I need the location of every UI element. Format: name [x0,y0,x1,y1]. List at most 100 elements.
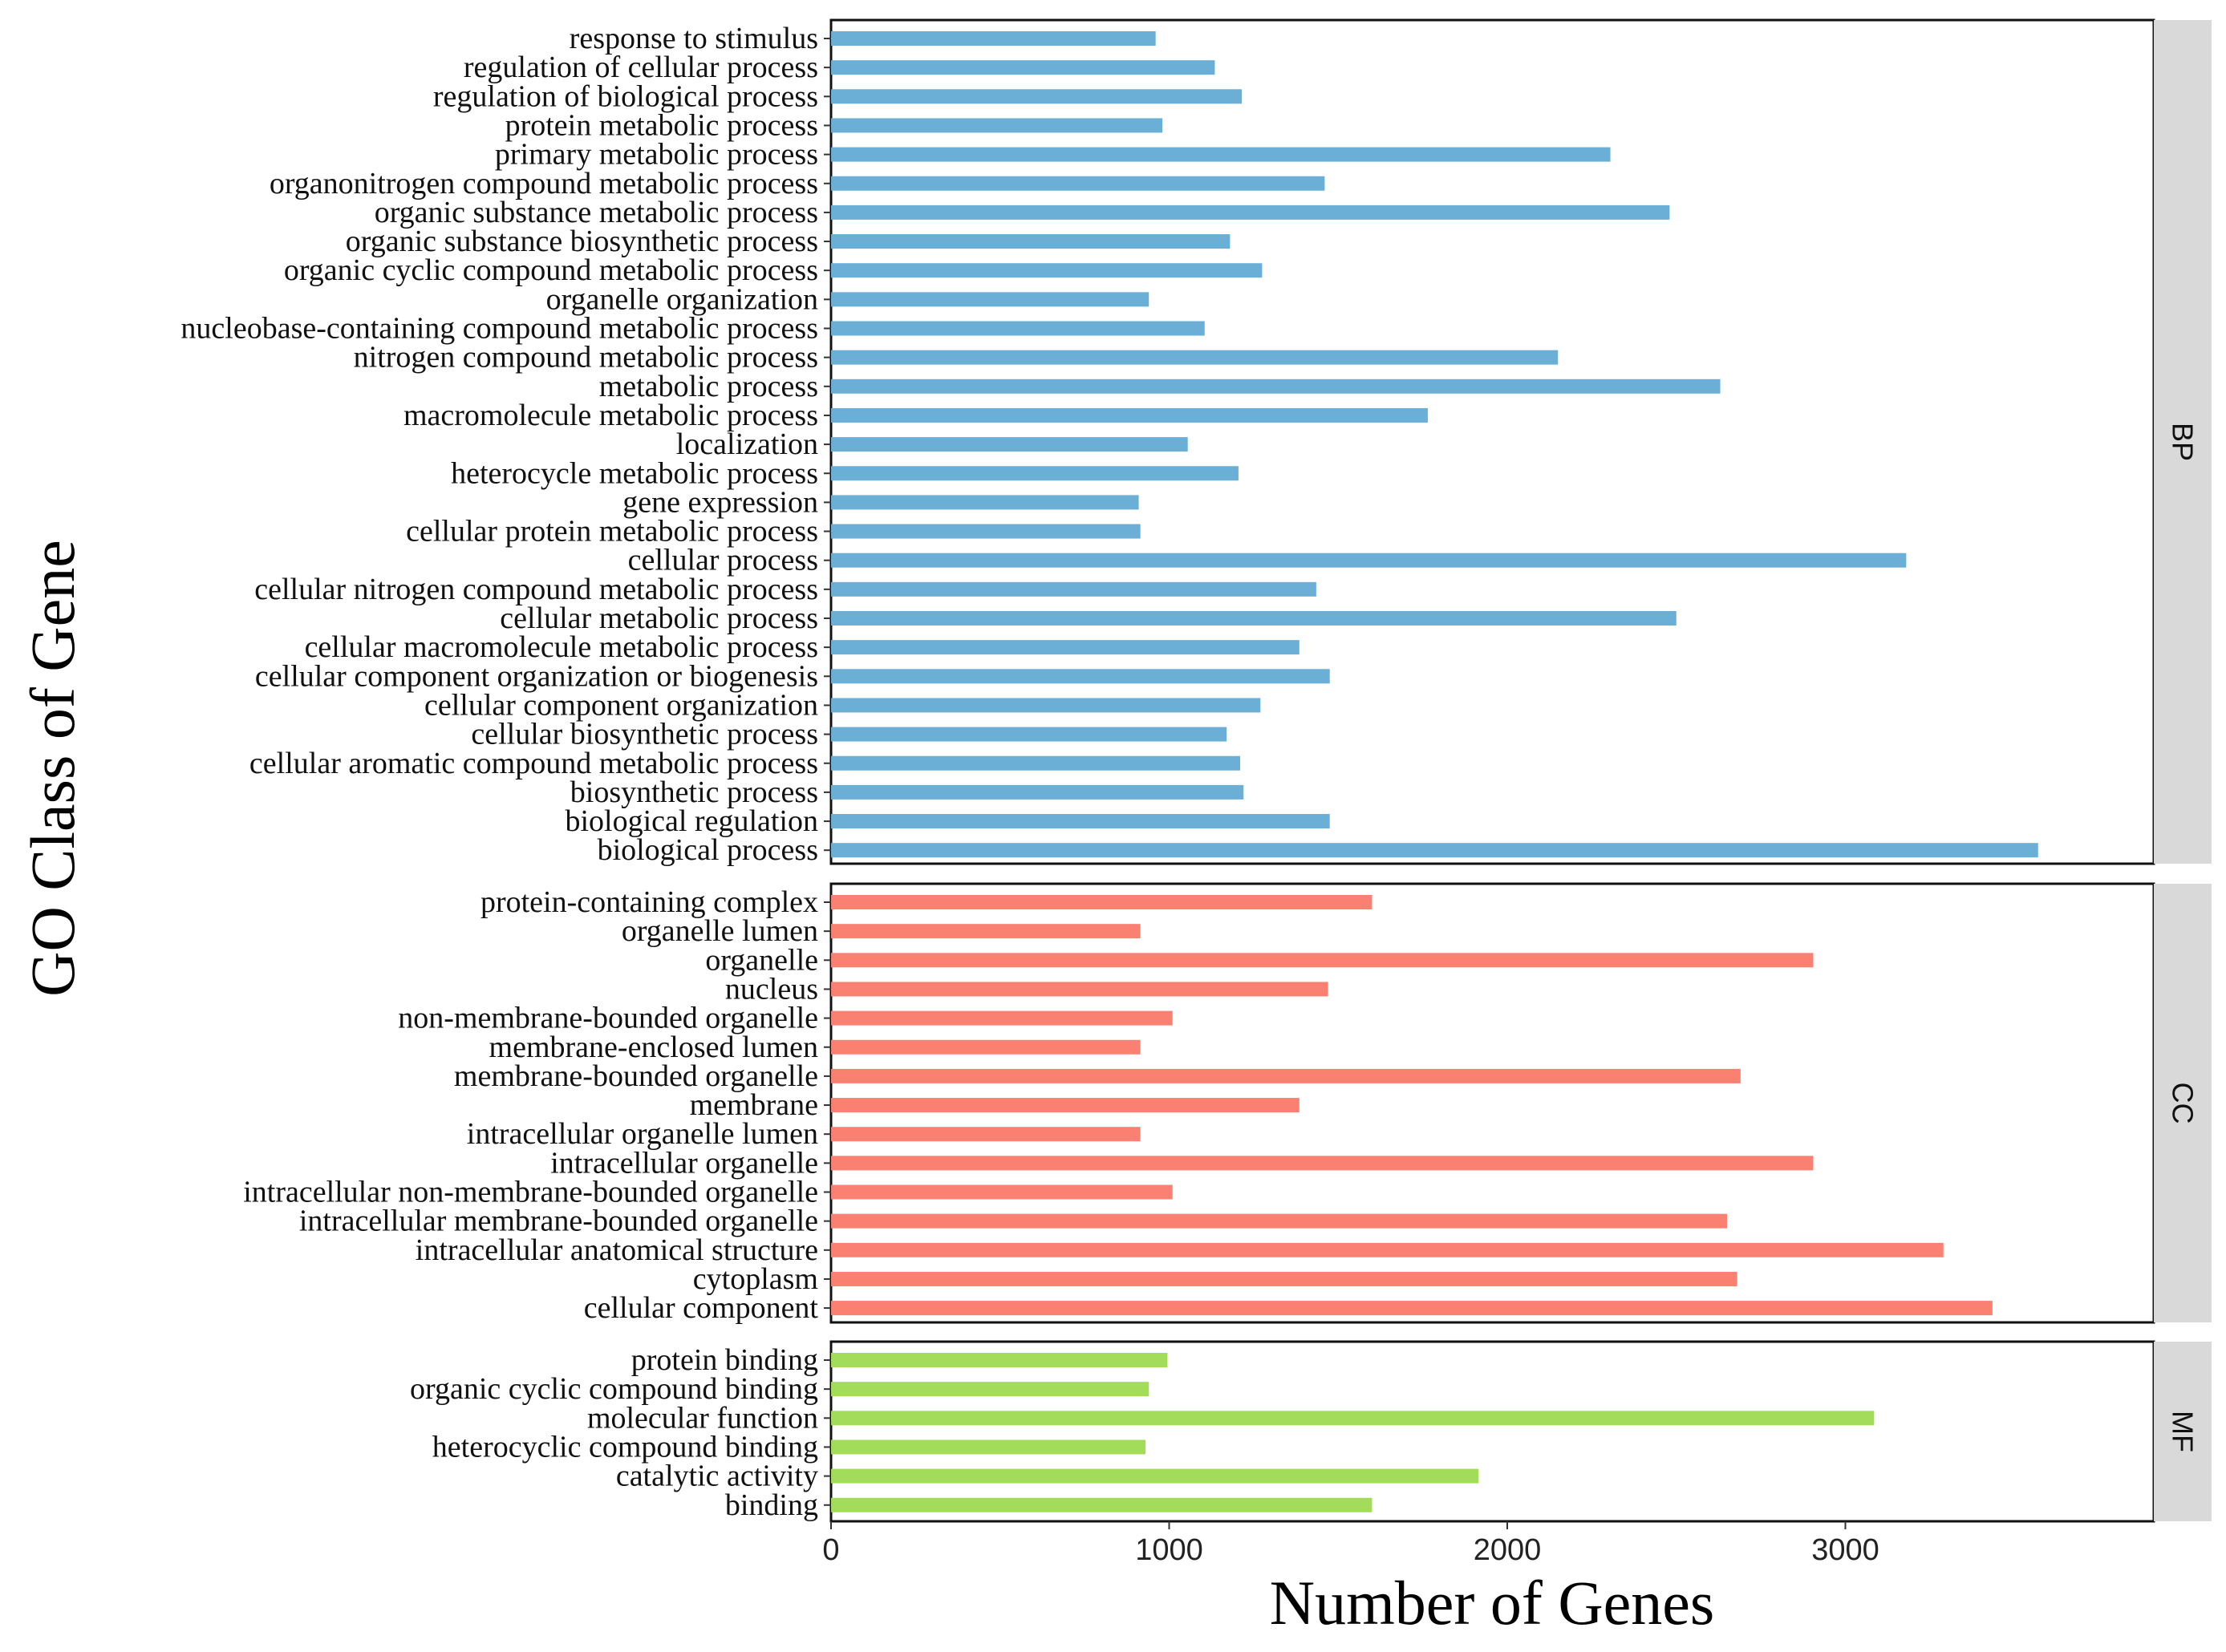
category-label: nitrogen compound metabolic process [354,341,818,375]
category-label: cellular process [628,544,818,577]
category-label: organic substance biosynthetic process [346,225,818,258]
x-tick-label: 0 [822,1533,839,1567]
bar-protein-containing-complex [831,895,1372,909]
category-label: membrane-enclosed lumen [489,1030,818,1064]
bar-nucleus [831,982,1328,997]
bar-organic-substance-biosynthetic-process [831,234,1231,249]
bar-cellular-process [831,553,1907,568]
category-label: cytoplasm [693,1262,818,1296]
category-label: protein metabolic process [505,108,818,142]
category-label: protein-containing complex [480,885,818,919]
category-label: organic cyclic compound binding [410,1372,818,1406]
category-label: cellular component organization or bioge… [255,659,818,693]
bar-intracellular-anatomical-structure [831,1242,1944,1257]
bar-cellular-protein-metabolic-process [831,524,1141,539]
bar-organelle-lumen [831,924,1141,939]
category-label: gene expression [622,485,818,519]
bar-heterocycle-metabolic-process [831,466,1239,481]
category-label: biological regulation [565,804,818,838]
bar-intracellular-non-membrane-bounded-organelle [831,1184,1173,1200]
bar-organic-substance-metabolic-process [831,204,1670,220]
category-label: membrane [690,1088,818,1122]
bar-intracellular-membrane-bounded-organelle [831,1213,1727,1229]
category-label: regulation of cellular process [464,51,818,84]
category-label: heterocycle metabolic process [451,456,818,490]
category-label: response to stimulus [570,22,818,55]
bar-regulation-of-cellular-process [831,60,1215,75]
category-label: cellular biosynthetic process [471,718,818,751]
category-label: organonitrogen compound metabolic proces… [270,167,818,200]
bar-organelle [831,953,1814,968]
category-label: macromolecule metabolic process [403,399,818,432]
category-label: cellular component [584,1291,819,1325]
bar-organonitrogen-compound-metabolic-process [831,176,1325,191]
bar-primary-metabolic-process [831,147,1611,162]
bar-macromolecule-metabolic-process [831,407,1428,423]
facet-strip [2154,1342,2212,1521]
category-label: biological process [598,833,818,867]
bar-protein-metabolic-process [831,118,1163,133]
bar-cellular-component-organization [831,698,1261,713]
category-label: intracellular organelle lumen [467,1117,818,1151]
bar-nitrogen-compound-metabolic-process [831,350,1559,365]
facet-strip-label: BP [2167,423,2200,461]
panel-frame [829,1340,2155,1523]
category-label: binding [725,1488,818,1522]
bar-cellular-metabolic-process [831,611,1677,626]
category-label: nucleus [725,972,818,1006]
bar-membrane [831,1098,1300,1113]
category-label: localization [676,427,818,461]
bar-intracellular-organelle-lumen [831,1127,1141,1142]
bar-cellular-component-organization-or-biogenesis [831,669,1330,684]
category-label: intracellular non-membrane-bounded organ… [243,1176,818,1209]
category-label: organelle organization [546,282,818,316]
category-label: cellular macromolecule metabolic process [305,630,818,664]
category-label: primary metabolic process [495,138,818,172]
bar-cellular-macromolecule-metabolic-process [831,640,1300,655]
x-tick-label: 2000 [1474,1533,1542,1567]
x-tick-label: 1000 [1135,1533,1203,1567]
category-label: organic cyclic compound metabolic proces… [284,253,818,287]
category-label: cellular component organization [424,688,818,722]
category-label: protein binding [631,1343,818,1377]
bar-biological-process [831,843,2038,858]
category-label: heterocyclic compound binding [432,1430,818,1464]
bar-binding [831,1497,1372,1512]
category-label: organelle lumen [622,914,818,948]
bar-gene-expression [831,495,1139,510]
facet-strip-label: CC [2167,1083,2200,1124]
bar-molecular-function [831,1411,1875,1426]
bar-cellular-nitrogen-compound-metabolic-process [831,581,1316,597]
category-label: biosynthetic process [570,775,818,809]
bar-biological-regulation [831,814,1330,829]
bar-organic-cyclic-compound-binding [831,1382,1149,1397]
category-label: metabolic process [599,370,818,403]
bar-organelle-organization [831,292,1149,307]
bar-nucleobase-containing-compound-metabolic-process [831,321,1205,336]
bar-cellular-component [831,1301,1993,1316]
x-axis-title: Number of Genes [1270,1568,1715,1638]
category-label: regulation of biological process [433,79,818,113]
category-label: intracellular anatomical structure [416,1233,818,1267]
bar-cellular-aromatic-compound-metabolic-process [831,755,1241,771]
bar-protein-binding [831,1353,1168,1367]
x-axis: 0 1000 2000 3000 [822,1521,1879,1567]
category-label: non-membrane-bounded organelle [398,1002,818,1035]
category-label: intracellular membrane-bounded organelle [299,1205,818,1238]
category-label: cellular protein metabolic process [406,515,818,549]
category-label: organic substance metabolic process [375,196,818,229]
bar-metabolic-process [831,379,1721,394]
category-label: organelle [705,943,818,977]
y-axis-title: GO Class of Gene [18,540,87,997]
category-label: molecular function [587,1401,818,1435]
bar-membrane-enclosed-lumen [831,1039,1141,1055]
facet-strip-label: MF [2167,1411,2200,1452]
category-label: cellular metabolic process [500,601,818,635]
bar-organic-cyclic-compound-metabolic-process [831,263,1263,278]
category-label: membrane-bounded organelle [454,1059,818,1093]
